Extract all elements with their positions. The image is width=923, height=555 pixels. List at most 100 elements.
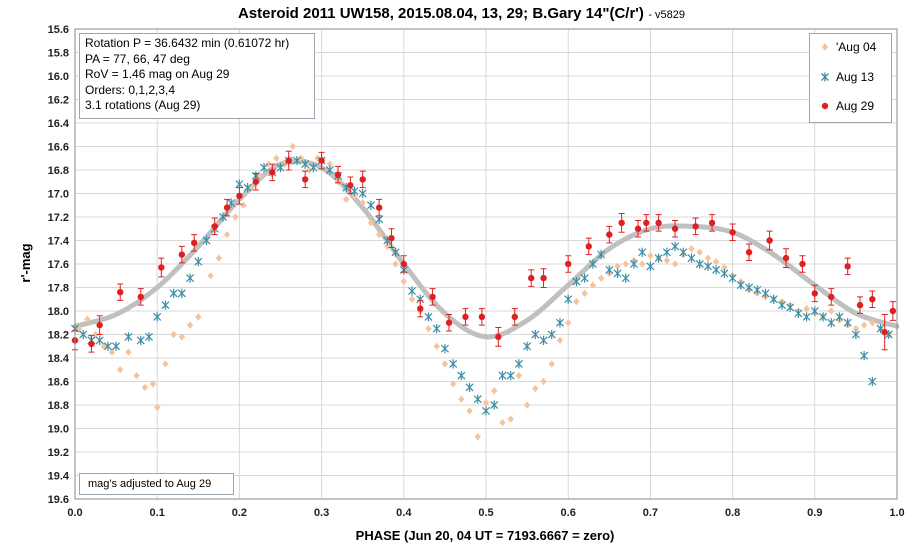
aug13-point bbox=[605, 265, 614, 275]
aug13-point bbox=[177, 288, 186, 298]
aug29-point bbox=[236, 192, 243, 200]
aug29-point bbox=[643, 219, 650, 227]
aug13-point bbox=[276, 163, 285, 173]
aug04-point bbox=[273, 154, 280, 162]
aug04-point bbox=[852, 325, 860, 333]
aug13-point bbox=[366, 200, 375, 210]
y-tick-label: 18.4 bbox=[48, 353, 70, 365]
aug04-point bbox=[638, 260, 646, 268]
aug13-point bbox=[695, 259, 704, 269]
x-axis-label: PHASE (Jun 20, 04 UT = 7193.6667 = zero) bbox=[356, 528, 615, 543]
aug13-point bbox=[745, 282, 754, 293]
aug04-point bbox=[178, 333, 186, 341]
aug29-point bbox=[400, 260, 407, 268]
aug29-point bbox=[137, 293, 144, 301]
aug13-point bbox=[514, 359, 523, 369]
aug29-point bbox=[881, 328, 888, 336]
aug04-point bbox=[351, 192, 358, 200]
aug13-point bbox=[621, 273, 630, 283]
axes: 15.6 15.8 16.0 16.2 16.4 16.6 16.8 17.0 17.2 17.4… bbox=[48, 24, 905, 519]
aug13-point bbox=[391, 247, 400, 257]
aug04-point bbox=[117, 366, 124, 374]
aug13-point bbox=[325, 165, 334, 175]
aug13-point bbox=[580, 273, 589, 283]
aug13-point bbox=[292, 156, 301, 166]
aug04-point bbox=[441, 360, 449, 368]
aug04-point bbox=[721, 263, 728, 272]
y-axis-label: r'-mag bbox=[18, 243, 33, 282]
adjustment-note: mag's adjusted to Aug 29 bbox=[79, 473, 234, 495]
aug04-point bbox=[162, 360, 169, 368]
aug13-point bbox=[358, 188, 367, 199]
aug13-point bbox=[153, 312, 162, 322]
aug29-point bbox=[729, 229, 736, 236]
series-aug29 bbox=[71, 150, 897, 353]
aug13-point bbox=[473, 394, 482, 404]
aug29-point bbox=[869, 296, 876, 303]
aug13-point bbox=[243, 183, 252, 193]
y-tick-label: 19.2 bbox=[48, 447, 69, 459]
aug29-point bbox=[117, 289, 124, 296]
x-tick-label: 0.6 bbox=[561, 507, 576, 519]
aug04-point bbox=[149, 380, 157, 388]
aug04-point bbox=[491, 387, 498, 395]
aug13-point bbox=[671, 241, 680, 251]
x-tick-label: 0.0 bbox=[67, 507, 82, 519]
info-line-pa: PA = 77, 66, 47 deg bbox=[85, 51, 190, 66]
aug13-point bbox=[777, 300, 786, 310]
aug04-point bbox=[499, 419, 506, 427]
aug04-point bbox=[400, 278, 407, 286]
x-tick-label: 0.3 bbox=[314, 507, 329, 519]
legend-label-aug04: 'Aug 04 bbox=[836, 40, 877, 54]
aug04-point bbox=[297, 154, 305, 162]
aug04-point bbox=[474, 433, 481, 441]
aug29-point bbox=[88, 340, 95, 348]
aug13-point bbox=[555, 318, 565, 328]
aug04-point bbox=[622, 260, 629, 268]
aug04-point bbox=[860, 321, 868, 329]
aug29-point bbox=[445, 319, 453, 326]
aug29-point bbox=[745, 249, 753, 256]
aug04-point bbox=[671, 260, 679, 268]
aug04-point bbox=[306, 166, 313, 174]
aug13-point bbox=[843, 318, 852, 328]
aug13-point bbox=[531, 329, 540, 340]
asterisk-marker-icon bbox=[818, 68, 832, 86]
aug29-point bbox=[708, 219, 716, 227]
aug04-point bbox=[540, 377, 547, 386]
y-tick-label: 17.6 bbox=[48, 259, 69, 271]
aug29-point bbox=[269, 169, 276, 176]
aug13-point bbox=[597, 250, 606, 260]
aug04-point bbox=[466, 407, 473, 415]
aug29-point bbox=[799, 260, 806, 268]
aug29-point bbox=[318, 157, 325, 164]
aug29-point bbox=[347, 182, 354, 189]
aug29-point bbox=[811, 290, 818, 297]
y-tick-label: 18.2 bbox=[48, 330, 69, 342]
aug29-point bbox=[828, 293, 835, 301]
x-tick-label: 0.2 bbox=[232, 507, 247, 519]
aug13-point bbox=[481, 406, 491, 416]
aug04-point bbox=[515, 372, 523, 380]
aug29-point bbox=[565, 260, 572, 268]
aug13-point bbox=[736, 280, 745, 290]
aug13-point bbox=[868, 376, 877, 387]
aug13-point bbox=[712, 265, 721, 275]
aug29-point bbox=[388, 234, 395, 242]
aug29-point bbox=[285, 157, 292, 164]
aug29-point bbox=[634, 225, 642, 232]
aug04-point bbox=[449, 380, 457, 388]
aug04-point bbox=[240, 201, 247, 209]
aug13-point bbox=[835, 312, 844, 322]
aug29-point bbox=[528, 274, 535, 282]
aug29-point bbox=[856, 301, 864, 309]
aug29-point bbox=[223, 204, 231, 211]
aug04-point bbox=[141, 383, 149, 391]
aug04-point bbox=[207, 272, 214, 280]
y-tick-label: 19.6 bbox=[48, 494, 69, 506]
y-tick-label: 18.0 bbox=[48, 306, 69, 318]
aug29-point bbox=[540, 274, 547, 282]
aug13-point bbox=[457, 371, 466, 381]
aug13-point bbox=[860, 351, 869, 361]
aug29-point bbox=[301, 176, 309, 183]
